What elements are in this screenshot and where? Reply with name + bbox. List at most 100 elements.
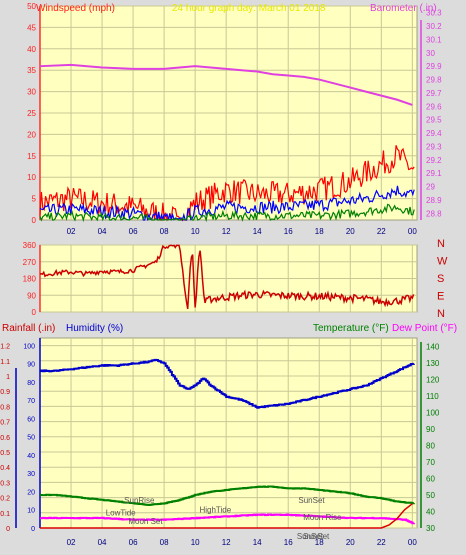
wind-x-tick: 12: [222, 227, 231, 236]
wind-x-tick: 20: [346, 227, 355, 236]
rain-y-tick: 0.4: [0, 465, 10, 472]
hum-x-tick: 12: [222, 538, 231, 547]
hum-x-tick: 22: [377, 538, 386, 547]
temperature-axis-label: Temperature (°F): [313, 323, 389, 334]
rain-y-tick: 0.5: [0, 450, 10, 457]
baro-y-tick: 29.8: [426, 76, 442, 85]
compass-label: W: [437, 256, 448, 268]
compass-label: N: [437, 308, 445, 320]
wind-min-line: [39, 203, 415, 223]
barometer-line: [39, 63, 413, 106]
humidity-y-tick: 40: [27, 453, 35, 460]
hum-x-tick: 20: [346, 538, 355, 547]
temp-y-tick: 110: [426, 392, 439, 401]
hum-x-tick: 08: [160, 538, 169, 547]
temp-y-tick: 30: [426, 524, 435, 533]
temp-y-tick: 130: [426, 359, 440, 368]
humidity-axis-label: Humidity (%): [66, 323, 123, 334]
wind-x-tick: 22: [377, 227, 386, 236]
baro-y-tick: 29: [426, 183, 435, 192]
rain-y-tick: 0.6: [0, 435, 10, 442]
wind-y-tick: 40: [27, 45, 36, 54]
hum-x-tick: 18: [315, 538, 324, 547]
humidity-y-tick: 80: [27, 380, 35, 387]
wind-gust-line: [39, 145, 415, 222]
wind-y-tick: 0: [32, 216, 37, 225]
wind-y-tick: 50: [27, 2, 36, 11]
baro-y-tick: 29.3: [426, 142, 442, 151]
hum-x-tick: 10: [191, 538, 200, 547]
wind-x-tick: 18: [315, 227, 324, 236]
temp-y-tick: 60: [426, 474, 435, 483]
wind-x-tick: 04: [98, 227, 107, 236]
wind-y-tick: 30: [27, 88, 36, 97]
dir-y-tick: 270: [23, 258, 37, 267]
temp-y-tick: 90: [426, 425, 435, 434]
event-annotation: Moon Rise: [303, 513, 342, 522]
event-annotation: LowTide: [106, 508, 136, 517]
humidity-y-tick: 10: [27, 508, 35, 515]
rain-y-tick: 0.9: [0, 389, 10, 396]
temperature-line: [40, 485, 415, 506]
wind-x-tick: 02: [67, 227, 76, 236]
humidity-y-tick: 70: [27, 398, 35, 405]
baro-y-tick: 29.1: [426, 169, 442, 178]
dir-y-tick: 180: [23, 275, 37, 284]
wind-x-tick: 00: [408, 227, 417, 236]
event-annotation: SunSet: [303, 532, 330, 541]
baro-y-tick: 29.9: [426, 62, 442, 71]
temp-y-tick: 80: [426, 441, 435, 450]
humidity-line: [40, 358, 415, 409]
baro-y-tick: 29.2: [426, 156, 442, 165]
compass-label: E: [437, 291, 444, 303]
rain-y-tick: 1.1: [0, 359, 10, 366]
wind-x-tick: 10: [191, 227, 200, 236]
dewpoint-axis-label: Dew Point (°F): [392, 323, 457, 334]
dewpoint-line: [40, 513, 415, 525]
temp-y-tick: 50: [426, 491, 435, 500]
hum-x-tick: 04: [98, 538, 107, 547]
hum-x-tick: 02: [67, 538, 76, 547]
wind-direction-line: [39, 244, 415, 310]
baro-y-tick: 28.9: [426, 196, 442, 205]
wind-avg-line: [39, 185, 415, 222]
humidity-y-tick: 100: [23, 343, 35, 350]
hum-x-tick: 16: [284, 538, 293, 547]
wind-y-tick: 25: [27, 109, 36, 118]
wind-y-tick: 35: [27, 66, 36, 75]
humidity-y-tick: 50: [27, 435, 35, 442]
temp-y-tick: 120: [426, 375, 440, 384]
temp-y-tick: 100: [426, 408, 440, 417]
baro-y-tick: 29.7: [426, 89, 442, 98]
rain-line: [40, 503, 413, 529]
event-annotation: SunRise: [124, 496, 155, 505]
baro-y-tick: 30.2: [426, 22, 442, 31]
humidity-temp-plot: [39, 337, 418, 529]
humidity-y-tick: 0: [31, 526, 35, 533]
baro-y-tick: 30: [426, 49, 435, 58]
temp-y-tick: 40: [426, 507, 435, 516]
event-annotation: SunSet: [297, 532, 324, 541]
baro-y-tick: 29.4: [426, 129, 442, 138]
rain-y-tick: 0: [6, 526, 10, 533]
graph-title: 24 hour graph day: March 01 2018: [172, 3, 326, 14]
wind-x-tick: 06: [129, 227, 138, 236]
event-annotation: Moon Set: [128, 517, 163, 526]
rain-y-tick: 1.2: [0, 344, 10, 351]
humidity-y-tick: 30: [27, 471, 35, 478]
baro-y-tick: 28.8: [426, 209, 442, 218]
hum-x-tick: 06: [129, 538, 138, 547]
temp-y-tick: 70: [426, 458, 435, 467]
humidity-y-tick: 90: [27, 362, 35, 369]
event-annotation: HighTide: [199, 506, 231, 515]
wind-y-tick: 5: [32, 195, 37, 204]
wind-y-tick: 10: [27, 173, 36, 182]
baro-y-tick: 29.6: [426, 102, 442, 111]
temp-y-tick: 140: [426, 342, 440, 351]
event-annotation: SunSet: [298, 496, 325, 505]
wind-y-tick: 45: [27, 23, 36, 32]
rain-y-tick: 0.1: [0, 511, 10, 518]
rain-y-tick: 0.7: [0, 420, 10, 427]
baro-y-tick: 30.3: [426, 9, 442, 18]
baro-axis-label: Barometer (.in): [370, 3, 437, 14]
